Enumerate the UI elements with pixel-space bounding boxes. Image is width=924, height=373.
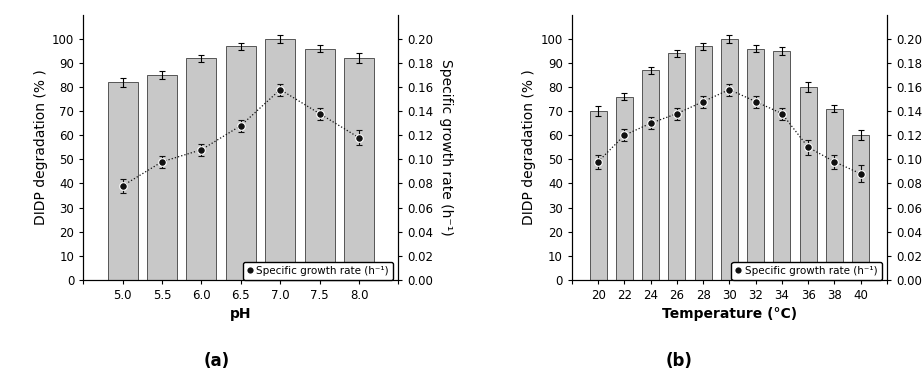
Bar [773, 51, 791, 280]
Y-axis label: DIDP degradation (% ): DIDP degradation (% ) [33, 69, 48, 225]
Y-axis label: Specific growth rate (h⁻¹): Specific growth rate (h⁻¹) [439, 59, 453, 236]
Bar [187, 58, 216, 280]
Bar [826, 109, 843, 280]
Bar [852, 135, 869, 280]
Bar [748, 48, 764, 280]
Bar [590, 111, 606, 280]
Bar [642, 70, 659, 280]
Y-axis label: DIDP degradation (% ): DIDP degradation (% ) [522, 69, 536, 225]
Bar [668, 53, 686, 280]
Bar [147, 75, 177, 280]
Bar [615, 97, 633, 280]
Bar [305, 48, 334, 280]
X-axis label: Temperature (°C): Temperature (°C) [662, 307, 797, 321]
Text: (a): (a) [204, 351, 230, 370]
Legend: Specific growth rate (h⁻¹): Specific growth rate (h⁻¹) [732, 261, 881, 280]
Text: (b): (b) [665, 351, 693, 370]
Bar [695, 46, 711, 280]
X-axis label: pH: pH [230, 307, 251, 321]
Bar [107, 82, 138, 280]
Bar [265, 39, 295, 280]
Bar [799, 87, 817, 280]
Bar [344, 58, 374, 280]
Bar [225, 46, 256, 280]
Legend: Specific growth rate (h⁻¹): Specific growth rate (h⁻¹) [243, 261, 394, 280]
Bar [721, 39, 738, 280]
